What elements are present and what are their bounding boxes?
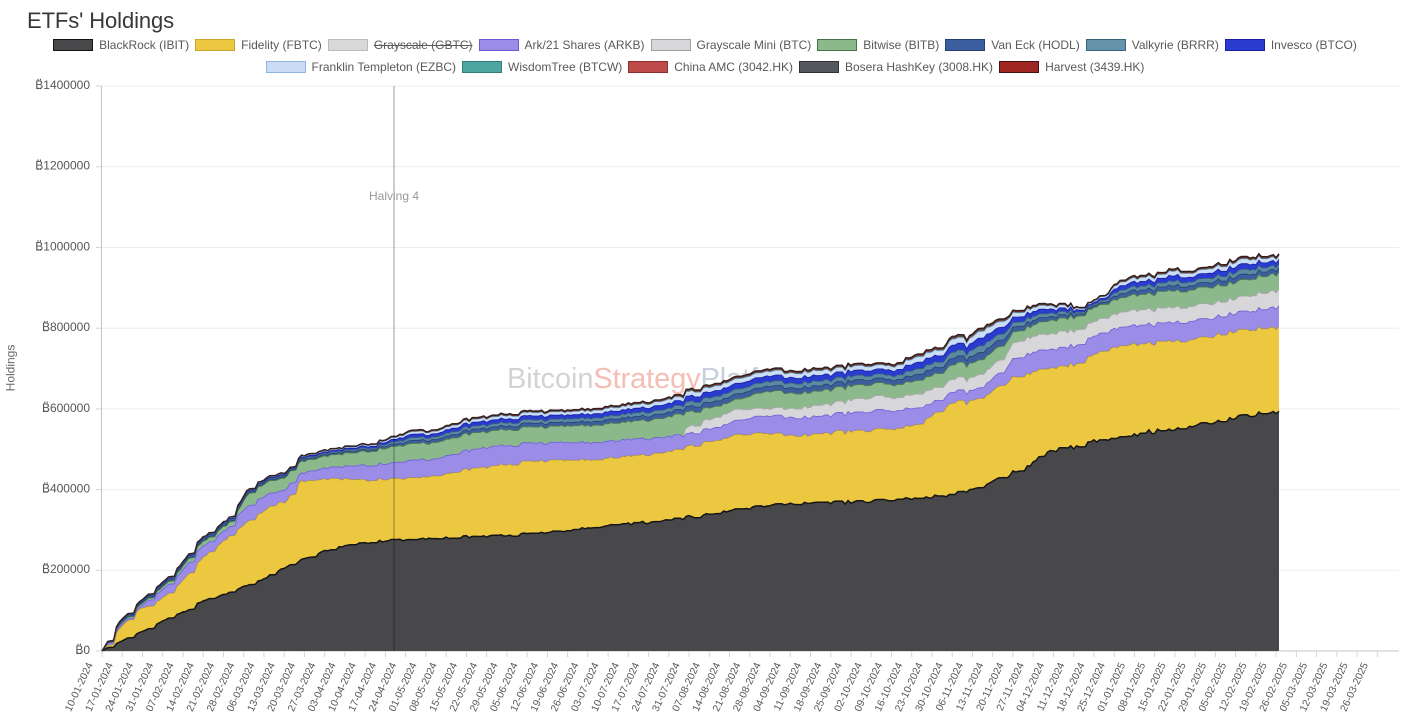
svg-text:B0: B0 [75, 643, 90, 657]
svg-text:B1000000: B1000000 [35, 239, 90, 253]
svg-text:B800000: B800000 [42, 320, 90, 334]
svg-text:B1200000: B1200000 [35, 159, 90, 173]
svg-text:B1400000: B1400000 [35, 78, 90, 92]
svg-text:B600000: B600000 [42, 401, 90, 415]
svg-text:B200000: B200000 [42, 562, 90, 576]
svg-text:B400000: B400000 [42, 482, 90, 496]
svg-text:Holdings: Holdings [4, 345, 18, 392]
svg-text:Halving 4: Halving 4 [369, 189, 419, 203]
